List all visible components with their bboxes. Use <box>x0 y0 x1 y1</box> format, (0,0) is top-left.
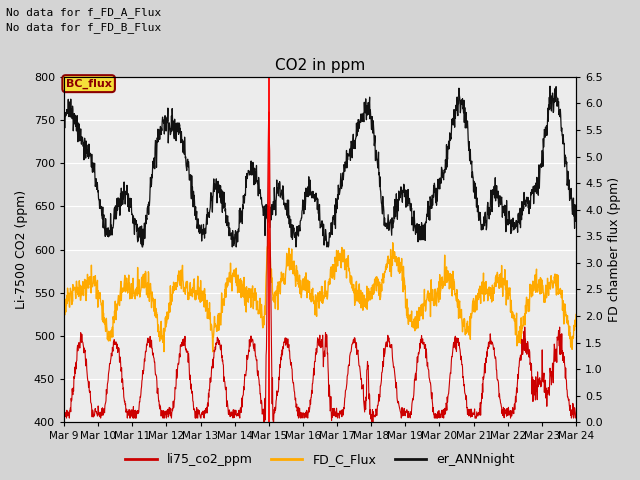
Text: No data for f_FD_B_Flux: No data for f_FD_B_Flux <box>6 22 162 33</box>
Legend: li75_co2_ppm, FD_C_Flux, er_ANNnight: li75_co2_ppm, FD_C_Flux, er_ANNnight <box>120 448 520 471</box>
Text: No data for f_FD_A_Flux: No data for f_FD_A_Flux <box>6 7 162 18</box>
Y-axis label: Li-7500 CO2 (ppm): Li-7500 CO2 (ppm) <box>15 190 28 309</box>
Text: BC_flux: BC_flux <box>66 79 111 89</box>
Title: CO2 in ppm: CO2 in ppm <box>275 58 365 73</box>
Y-axis label: FD chamber flux (ppm): FD chamber flux (ppm) <box>609 177 621 322</box>
